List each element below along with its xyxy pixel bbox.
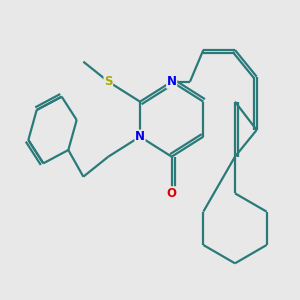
Text: S: S [104,75,112,88]
Text: N: N [135,130,145,143]
Text: N: N [167,75,177,88]
Text: O: O [167,187,177,200]
